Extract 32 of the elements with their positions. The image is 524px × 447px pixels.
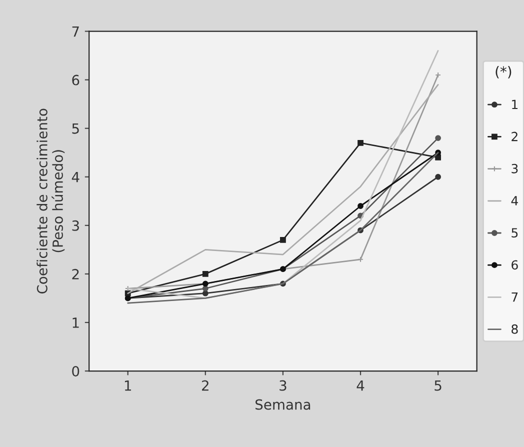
y-tick-label: 5 [72,124,79,134]
point [435,135,442,142]
y-tick-label: 2 [72,268,79,280]
y-tick-label: 1 [72,318,79,328]
legend-label: 4 [511,196,518,206]
x-tick-label: 3 [280,380,286,391]
x-axis-title: Semana [256,399,310,410]
point [435,154,442,160]
point [435,174,442,180]
legend-label: 5 [512,228,518,238]
point [280,237,286,243]
y-tick-label: 0 [72,366,80,376]
y-tick-label: 4 [72,172,80,182]
point [358,203,364,209]
legend-label: 2 [512,132,518,142]
point [358,140,364,146]
y-tick-label: 3 [72,220,79,231]
x-tick-label: 2 [202,380,208,391]
y-tick-label: 6 [72,74,80,86]
y-tick-label: 7 [72,26,79,37]
legend-label: 6 [512,260,518,270]
legend-title: (*) [496,66,512,78]
point [202,270,208,277]
x-tick-label: 4 [356,380,364,391]
point [202,286,208,292]
legend-label: 3 [512,164,518,174]
y-axis-title: Coeficiente de crecimiento (Peso húmedo) [36,108,65,294]
legend-label: 8 [512,324,518,334]
legend-label: 1 [512,100,518,109]
legend-label: 7 [512,292,518,302]
x-tick-label: 1 [124,380,131,391]
x-tick-label: 5 [434,380,442,391]
